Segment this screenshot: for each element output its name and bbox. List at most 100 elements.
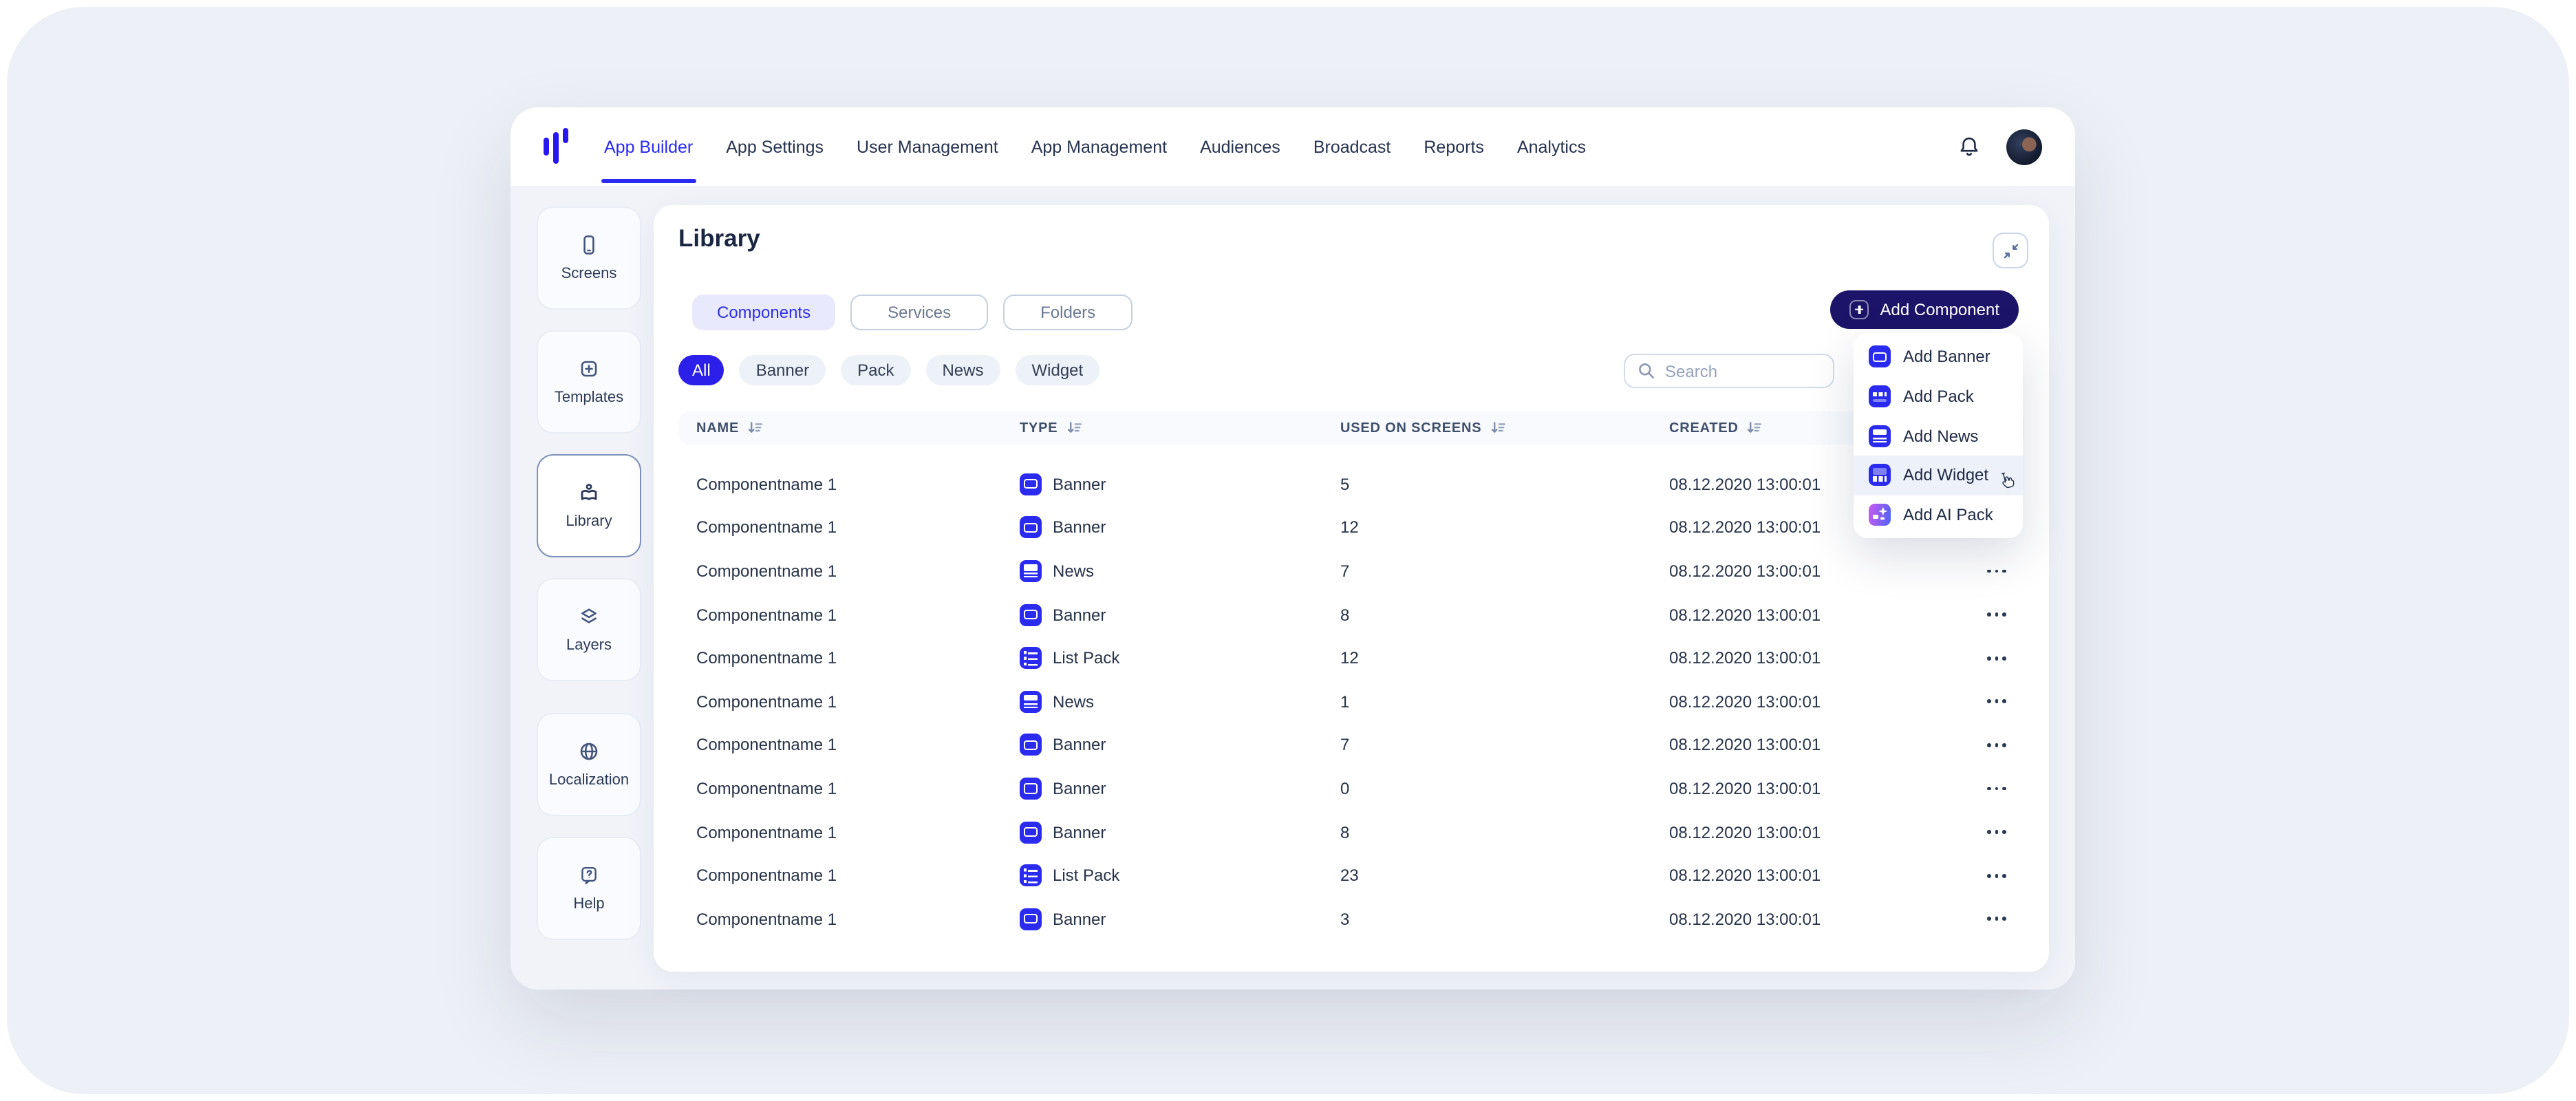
nav-tab-app-settings[interactable]: App Settings <box>726 137 824 156</box>
created-date: 08.12.2020 13:00:01 <box>1669 692 1821 712</box>
add-component-label: Add Component <box>1880 300 1999 319</box>
user-avatar[interactable] <box>2006 129 2042 164</box>
component-type-label: Banner <box>1053 778 1106 798</box>
row-actions-button[interactable] <box>1985 564 2009 579</box>
dropdown-item-add-banner[interactable]: Add Banner <box>1854 337 2023 376</box>
row-actions-button[interactable] <box>1985 651 2009 666</box>
hand-cursor-icon <box>1997 471 2017 495</box>
created-date: 08.12.2020 13:00:01 <box>1669 909 1821 929</box>
table-row: Componentname 1 News 1 08.12.2020 13:00:… <box>678 680 2024 723</box>
main-nav: App Builder App Settings User Management… <box>601 107 1586 186</box>
tab-folders[interactable]: Folders <box>1003 295 1133 330</box>
table-row: Componentname 1 Banner 12 08.12.2020 13:… <box>678 506 2024 549</box>
layers-icon <box>578 606 600 628</box>
tab-components[interactable]: Components <box>692 295 836 330</box>
row-actions-button[interactable] <box>1985 694 2009 709</box>
row-actions-button[interactable] <box>1985 607 2009 622</box>
sort-icon <box>748 422 763 433</box>
sidebar-item-label: Help <box>573 896 605 912</box>
nav-tab-user-management[interactable]: User Management <box>857 137 998 156</box>
filter-pill-widget[interactable]: Widget <box>1015 355 1100 385</box>
component-type-label: Banner <box>1053 822 1106 842</box>
banner-icon <box>1869 345 1891 368</box>
component-type-label: Banner <box>1053 474 1106 494</box>
ai-pack-icon <box>1869 504 1891 526</box>
app-logo-icon <box>544 128 571 165</box>
collapse-panel-button[interactable] <box>1993 233 2028 268</box>
used-on-screens-count: 12 <box>1340 648 1359 668</box>
sidebar-item-label: Layers <box>566 637 612 654</box>
nav-tab-broadcast[interactable]: Broadcast <box>1313 137 1391 156</box>
plus-icon <box>1849 300 1869 319</box>
row-actions-button[interactable] <box>1985 781 2009 796</box>
search-input[interactable] <box>1665 361 1821 381</box>
notifications-bell-icon[interactable] <box>1957 134 1982 159</box>
dropdown-item-add-ai-pack[interactable]: Add AI Pack <box>1854 495 2023 535</box>
table-row: Componentname 1 Banner 5 08.12.2020 13:0… <box>678 462 2024 506</box>
filter-pill-banner[interactable]: Banner <box>739 355 826 385</box>
component-type-label: News <box>1053 692 1095 712</box>
used-on-screens-count: 3 <box>1340 909 1350 929</box>
type-filter-pills: All Banner Pack News Widget <box>678 355 1100 385</box>
row-actions-button[interactable] <box>1985 738 2009 753</box>
component-type-label: List Pack <box>1053 648 1120 668</box>
filter-pill-news[interactable]: News <box>925 355 1000 385</box>
plus-square-icon <box>578 358 600 380</box>
table-body: Componentname 1 Banner 5 08.12.2020 13:0… <box>678 462 2024 941</box>
component-type-icon <box>1020 864 1042 887</box>
sidebar-item-library[interactable]: Library <box>537 454 641 557</box>
component-type-label: Banner <box>1053 605 1106 625</box>
filter-pill-all[interactable]: All <box>678 355 724 385</box>
sidebar-item-templates[interactable]: Templates <box>537 330 641 434</box>
sidebar-item-localization[interactable]: Localization <box>537 713 641 816</box>
column-header-name[interactable]: NAME <box>678 420 1020 436</box>
sidebar-item-screens[interactable]: Screens <box>537 206 641 310</box>
used-on-screens-count: 23 <box>1340 866 1359 886</box>
search-box <box>1624 354 1834 388</box>
dropdown-item-add-news[interactable]: Add News <box>1854 416 2023 456</box>
used-on-screens-count: 8 <box>1340 822 1350 842</box>
component-type-icon <box>1020 559 1042 582</box>
collapse-arrows-icon <box>2001 242 2019 259</box>
used-on-screens-count: 1 <box>1340 692 1350 712</box>
filter-pill-pack[interactable]: Pack <box>841 355 911 385</box>
dropdown-item-add-widget[interactable]: Add Widget <box>1854 456 2023 495</box>
row-actions-button[interactable] <box>1985 868 2009 883</box>
row-actions-button[interactable] <box>1985 912 2009 927</box>
component-name: Componentname 1 <box>696 648 837 668</box>
table-row: Componentname 1 Banner 0 08.12.2020 13:0… <box>678 767 2024 810</box>
add-component-dropdown: Add Banner Add Pack Add News Add Widget <box>1854 333 2023 539</box>
component-type-icon <box>1020 777 1042 800</box>
add-component-button[interactable]: Add Component <box>1830 290 2019 329</box>
news-icon <box>1869 425 1891 447</box>
column-header-used-on-screens[interactable]: USED ON SCREENS <box>1340 420 1669 436</box>
library-book-icon <box>578 482 600 504</box>
component-type-label: News <box>1053 561 1095 581</box>
nav-tab-audiences[interactable]: Audiences <box>1200 137 1280 156</box>
library-tabs: Components Services Folders <box>692 295 1133 330</box>
table-row: Componentname 1 List Pack 12 08.12.2020 … <box>678 637 2024 680</box>
help-bubble-icon <box>578 864 600 886</box>
smartphone-icon <box>578 234 600 256</box>
tab-services[interactable]: Services <box>850 295 989 330</box>
used-on-screens-count: 0 <box>1340 778 1350 798</box>
sidebar-item-help[interactable]: Help <box>537 837 641 940</box>
sidebar-item-layers[interactable]: Layers <box>537 578 641 681</box>
app-window: App Builder App Settings User Management… <box>511 107 2075 990</box>
created-date: 08.12.2020 13:00:01 <box>1669 778 1821 798</box>
component-name: Componentname 1 <box>696 778 837 798</box>
nav-tab-analytics[interactable]: Analytics <box>1516 137 1586 156</box>
row-actions-button[interactable] <box>1985 824 2009 840</box>
component-name: Componentname 1 <box>696 822 837 842</box>
column-header-created[interactable]: CREATED <box>1669 420 1969 436</box>
column-header-type[interactable]: TYPE <box>1020 420 1340 436</box>
created-date: 08.12.2020 13:00:01 <box>1669 517 1821 537</box>
nav-tab-app-management[interactable]: App Management <box>1031 137 1168 156</box>
component-name: Componentname 1 <box>696 561 837 581</box>
pack-icon <box>1869 385 1891 408</box>
nav-tab-app-builder[interactable]: App Builder <box>601 107 696 186</box>
component-type-label: Banner <box>1053 909 1106 929</box>
nav-tab-reports[interactable]: Reports <box>1424 137 1484 156</box>
component-type-icon <box>1020 603 1042 626</box>
dropdown-item-add-pack[interactable]: Add Pack <box>1854 376 2023 416</box>
